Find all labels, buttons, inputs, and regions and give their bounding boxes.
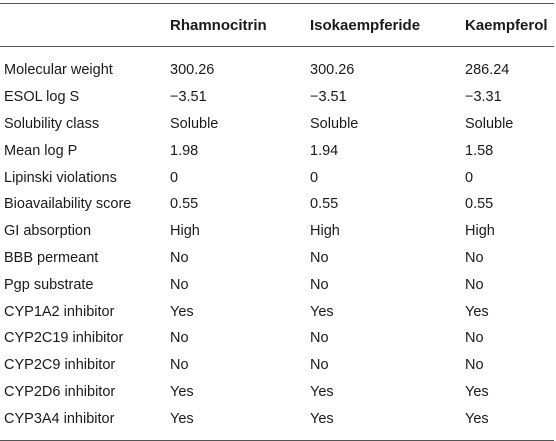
cell-kaempferol: Yes — [465, 303, 489, 320]
cell-kaempferol: High — [465, 223, 495, 240]
header-property — [0, 4, 170, 47]
table-row: Solubility class Soluble Soluble Soluble — [0, 111, 554, 138]
row-label: Solubility class — [4, 115, 100, 132]
cell-kaempferol: No — [465, 330, 484, 347]
table-row: CYP1A2 inhibitor Yes Yes Yes — [0, 298, 554, 325]
table-row: Mean log P 1.98 1.94 1.58 — [0, 137, 554, 164]
table-row: CYP2D6 inhibitor Yes Yes Yes — [0, 379, 554, 406]
cell-rhamnocitrin: 300.26 — [170, 62, 215, 79]
cell-kaempferol: No — [465, 276, 484, 293]
cell-kaempferol: 286.24 — [465, 62, 510, 79]
cell-rhamnocitrin: 0.55 — [170, 196, 199, 213]
table-row: GI absorption High High High — [0, 218, 554, 245]
cell-isokaempferide: 0 — [310, 169, 319, 186]
cell-rhamnocitrin: −3.51 — [170, 89, 207, 106]
cell-isokaempferide: 1.94 — [310, 142, 339, 159]
table-row: CYP3A4 inhibitor Yes Yes Yes — [0, 405, 554, 432]
row-label: Bioavailability score — [4, 196, 132, 213]
cell-isokaempferide: No — [310, 330, 329, 347]
cell-isokaempferide: 0.55 — [310, 196, 339, 213]
cell-isokaempferide: −3.51 — [310, 89, 347, 106]
cell-isokaempferide: Yes — [310, 303, 334, 320]
cell-rhamnocitrin: High — [170, 223, 200, 240]
cell-kaempferol: 1.58 — [465, 142, 494, 159]
cell-rhamnocitrin: No — [170, 276, 189, 293]
row-label: Molecular weight — [4, 62, 113, 79]
cell-isokaempferide: No — [310, 357, 329, 374]
row-label: CYP2D6 inhibitor — [4, 383, 116, 400]
cell-rhamnocitrin: Yes — [170, 410, 194, 427]
table-bottom-rule — [0, 432, 554, 441]
cell-rhamnocitrin: No — [170, 357, 189, 374]
cell-kaempferol: Yes — [465, 410, 489, 427]
cell-isokaempferide: 300.26 — [310, 62, 355, 79]
row-label: ESOL log S — [4, 89, 80, 106]
cell-isokaempferide: Yes — [310, 410, 334, 427]
table-row: Lipinski violations 0 0 0 — [0, 164, 554, 191]
table-row: CYP2C19 inhibitor No No No — [0, 325, 554, 352]
cell-isokaempferide: No — [310, 276, 329, 293]
cell-kaempferol: No — [465, 249, 484, 266]
header-isokaempferide: Isokaempferide — [310, 16, 421, 34]
header-row: Rhamnocitrin Isokaempferide Kaempferol — [0, 3, 554, 47]
cell-rhamnocitrin: Yes — [170, 383, 194, 400]
header-kaempferol: Kaempferol — [465, 16, 548, 34]
cell-rhamnocitrin: Soluble — [170, 115, 219, 132]
table-row: Molecular weight 300.26 300.26 286.24 — [0, 47, 554, 84]
row-label: Mean log P — [4, 142, 78, 159]
row-label: CYP3A4 inhibitor — [4, 410, 115, 427]
row-label: GI absorption — [4, 223, 92, 240]
cell-kaempferol: Soluble — [465, 115, 514, 132]
cell-isokaempferide: High — [310, 223, 340, 240]
row-label: Lipinski violations — [4, 169, 117, 186]
row-label: CYP1A2 inhibitor — [4, 303, 115, 320]
cell-isokaempferide: Soluble — [310, 115, 359, 132]
row-label: BBB permeant — [4, 249, 99, 266]
table-row: ESOL log S −3.51 −3.51 −3.31 — [0, 84, 554, 111]
table-row: Bioavailability score 0.55 0.55 0.55 — [0, 191, 554, 218]
cell-rhamnocitrin: 0 — [170, 169, 179, 186]
cell-kaempferol: No — [465, 357, 484, 374]
properties-table: Rhamnocitrin Isokaempferide Kaempferol M… — [0, 3, 554, 441]
cell-isokaempferide: Yes — [310, 383, 334, 400]
table-row: Pgp substrate No No No — [0, 271, 554, 298]
header-rhamnocitrin: Rhamnocitrin — [170, 16, 267, 34]
row-label: CYP2C9 inhibitor — [4, 357, 116, 374]
row-label: Pgp substrate — [4, 276, 94, 293]
cell-kaempferol: Yes — [465, 383, 489, 400]
cell-rhamnocitrin: 1.98 — [170, 142, 199, 159]
table-row: BBB permeant No No No — [0, 245, 554, 272]
table-row: CYP2C9 inhibitor No No No — [0, 352, 554, 379]
cell-kaempferol: 0 — [465, 169, 474, 186]
cell-rhamnocitrin: Yes — [170, 303, 194, 320]
cell-rhamnocitrin: No — [170, 330, 189, 347]
row-label: CYP2C19 inhibitor — [4, 330, 124, 347]
cell-kaempferol: −3.31 — [465, 89, 502, 106]
cell-kaempferol: 0.55 — [465, 196, 494, 213]
cell-isokaempferide: No — [310, 249, 329, 266]
cell-rhamnocitrin: No — [170, 249, 189, 266]
